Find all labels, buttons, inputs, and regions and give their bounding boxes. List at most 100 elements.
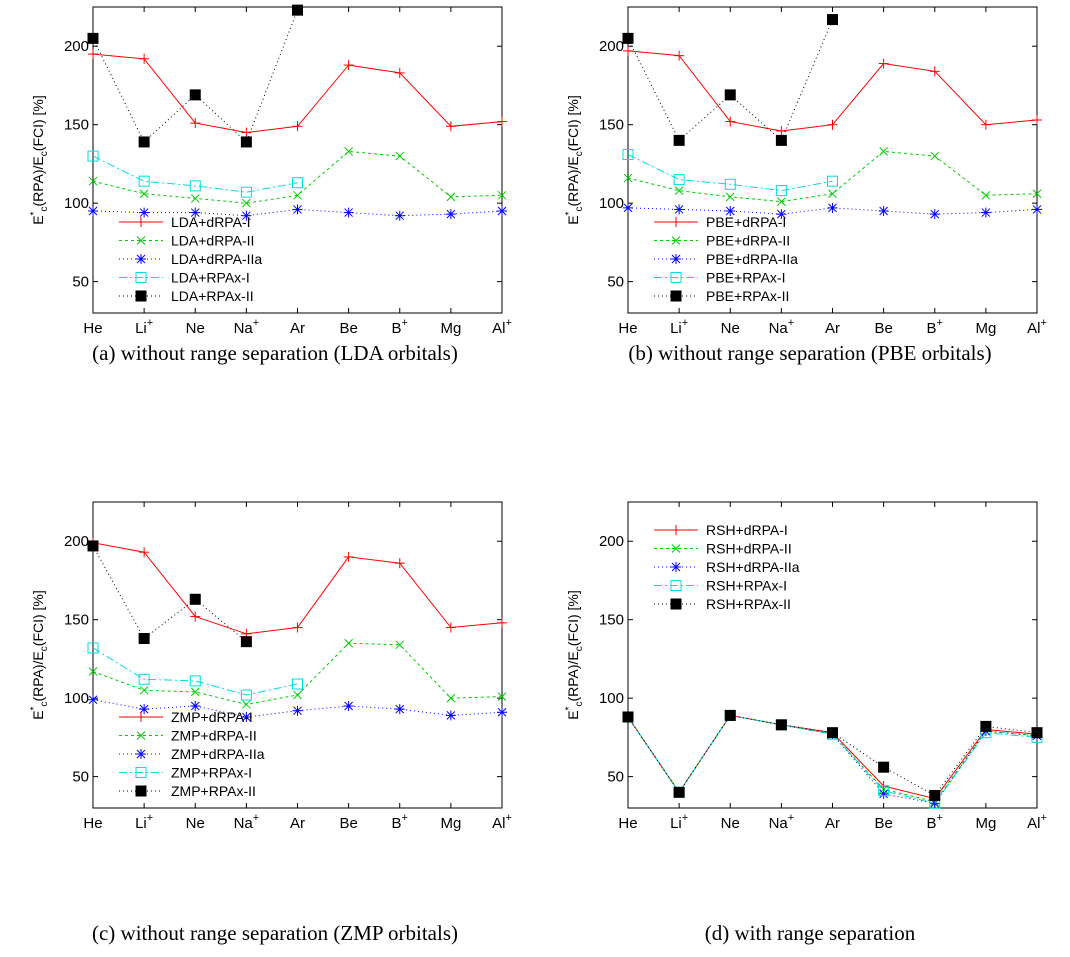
- y-axis-label: E*c(RPA)/Ec(FCI) [%]: [564, 590, 585, 720]
- data-point-lda-rpax-i-he: [87, 150, 99, 162]
- legend-label-rsh-rpax-ii: RSH+RPAx-II: [706, 596, 791, 612]
- x-tick-label-he: He: [83, 320, 102, 337]
- plot-frame: [627, 501, 1038, 809]
- data-point-zmp-drpa-i-be: [343, 551, 354, 562]
- data-point-rsh-rpax-ii-al: [1031, 727, 1043, 739]
- data-point-lda-drpa-i-li: [139, 53, 150, 64]
- data-point-pbe-drpa-i-na: [776, 125, 787, 136]
- data-point-lda-drpa-i-be: [343, 60, 354, 71]
- y-tick-label-50: 50: [72, 769, 89, 786]
- x-tick-label-he: He: [618, 815, 637, 832]
- series-lda-drpa-i: [88, 49, 507, 138]
- y-tick-label-200: 200: [599, 38, 624, 55]
- data-point-lda-drpa-iia-al: [497, 206, 507, 216]
- data-point-lda-drpa-i-ne: [190, 118, 201, 129]
- data-point-pbe-drpa-ii-he: [623, 173, 633, 183]
- data-point-rsh-rpax-ii-ne: [724, 709, 736, 721]
- legend-label-rsh-drpa-ii: RSH+dRPA-II: [706, 541, 792, 557]
- x-tick-label-mg: Mg: [975, 320, 996, 337]
- data-point-pbe-drpa-ii-mg: [981, 190, 991, 200]
- legend-item-zmp-drpa-ii: ZMP+dRPA-II: [119, 728, 257, 744]
- legend-label-pbe-drpa-ii: PBE+dRPA-II: [706, 233, 790, 249]
- data-point-pbe-drpa-i-mg: [980, 119, 991, 130]
- legend-label-pbe-drpa-i: PBE+dRPA-I: [706, 214, 786, 230]
- x-tick-label-li: Li+: [135, 812, 153, 832]
- plot-frame: [92, 6, 503, 314]
- legend-item-lda-drpa-iia: LDA+dRPA-IIa: [119, 251, 262, 267]
- x-tick-label-mg: Mg: [440, 320, 461, 337]
- data-point-zmp-drpa-i-ne: [190, 611, 201, 622]
- data-point-zmp-drpa-ii-mg: [446, 693, 456, 703]
- legend-marker: [671, 217, 681, 227]
- legend-item-pbe-drpa-ii: PBE+dRPA-II: [654, 233, 790, 249]
- legend-marker: [671, 236, 681, 245]
- legend-marker: [136, 236, 146, 245]
- series-lda-rpax-i: [87, 150, 303, 198]
- legend-label-rsh-drpa-iia: RSH+dRPA-IIa: [706, 559, 800, 575]
- data-point-pbe-rpax-ii-he: [622, 32, 634, 44]
- data-point-pbe-rpax-i-he: [622, 149, 634, 161]
- y-tick-label-100: 100: [64, 690, 89, 707]
- legend-item-rsh-rpax-i: RSH+RPAx-I: [654, 578, 787, 594]
- y-tick-label-150: 150: [599, 117, 624, 134]
- series-line-lda-drpa-iia: [93, 208, 502, 217]
- data-point-pbe-drpa-i-li: [674, 50, 685, 61]
- data-point-pbe-drpa-i-ar: [827, 119, 838, 130]
- caption-c: (c) without range separation (ZMP orbita…: [91, 921, 459, 945]
- data-point-zmp-drpa-iia-b: [394, 704, 405, 715]
- caption-d: (d) with range separation: [704, 921, 916, 945]
- data-point-lda-drpa-ii-al: [497, 190, 507, 200]
- data-point-rsh-rpax-ii-be: [878, 761, 890, 773]
- series-zmp-rpax-i: [87, 642, 303, 701]
- data-point-lda-drpa-iia-mg: [445, 209, 456, 220]
- data-point-rsh-rpax-ii-b: [929, 789, 941, 801]
- legend-item-zmp-rpax-ii: ZMP+RPAx-II: [119, 783, 256, 799]
- legend-label-lda-drpa-ii: LDA+dRPA-II: [171, 233, 254, 249]
- data-point-pbe-rpax-ii-ne: [724, 89, 736, 101]
- x-tick-label-al: Al+: [492, 812, 512, 832]
- series-line-pbe-drpa-iia: [628, 207, 1037, 215]
- series-line-zmp-rpax-ii: [93, 545, 247, 643]
- x-tick-label-he: He: [618, 320, 637, 337]
- series-zmp-drpa-i: [88, 537, 507, 639]
- data-point-lda-drpa-i-ar: [292, 121, 303, 132]
- data-point-zmp-drpa-iia-li: [139, 704, 150, 715]
- data-point-lda-drpa-ii-be: [344, 147, 353, 156]
- legend: ZMP+dRPA-I ZMP+dRPA-II ZMP+dRPA-IIa ZMP+RPA…: [119, 709, 265, 799]
- data-point-pbe-drpa-ii-li: [674, 186, 684, 195]
- y-axis-label: E*c(RPA)/Ec(FCI) [%]: [29, 590, 50, 720]
- x-tick-label-be: Be: [339, 815, 357, 832]
- data-point-lda-rpax-ii-he: [87, 32, 99, 44]
- x-tick-label-ar: Ar: [825, 815, 840, 832]
- x-tick-label-ar: Ar: [290, 320, 305, 337]
- data-point-zmp-drpa-iia-be: [343, 701, 354, 711]
- chart-panel-b: 50 100 150 200 He Li+ Ne Na+ Ar Be B+ Mg Al+ E*c(RPA)…: [564, 6, 1047, 337]
- legend-label-zmp-drpa-iia: ZMP+dRPA-IIa: [171, 746, 265, 762]
- data-point-rsh-drpa-iia-be: [878, 788, 889, 799]
- y-axis-label: E*c(RPA)/Ec(FCI) [%]: [564, 95, 585, 225]
- chart-panel-a: 50 100 150 200 He Li+ Ne Na+ Ar Be B+ Mg Al+ E*c(RPA)…: [29, 4, 512, 337]
- caption-b: (b) without range separation (PBE orbita…: [628, 341, 992, 365]
- x-tick-label-li: Li+: [135, 317, 153, 337]
- data-point-pbe-drpa-iia-b: [929, 209, 940, 220]
- data-point-pbe-drpa-ii-ne: [725, 192, 735, 202]
- data-point-lda-rpax-ii-na: [240, 136, 252, 148]
- data-point-pbe-drpa-i-b: [929, 66, 940, 77]
- data-point-zmp-drpa-ii-he: [88, 667, 98, 676]
- y-tick-label-50: 50: [607, 769, 624, 786]
- series-line-pbe-rpax-ii: [628, 19, 833, 142]
- data-point-lda-rpax-i-na: [240, 186, 252, 198]
- legend-marker: [670, 580, 682, 591]
- data-point-rsh-rpax-ii-li: [673, 786, 685, 798]
- data-point-pbe-rpax-i-na: [775, 185, 787, 197]
- data-point-lda-drpa-i-al: [497, 116, 507, 127]
- legend-item-rsh-drpa-ii: RSH+dRPA-II: [654, 541, 792, 557]
- y-tick-label-100: 100: [64, 195, 89, 212]
- series-line-zmp-rpax-i: [93, 647, 298, 696]
- series-line-lda-drpa-i: [93, 53, 502, 134]
- data-point-lda-drpa-ii-he: [88, 176, 98, 186]
- legend-label-rsh-drpa-i: RSH+dRPA-I: [706, 522, 788, 538]
- data-point-pbe-rpax-ii-na: [775, 134, 787, 146]
- x-tick-label-b: B+: [392, 812, 408, 832]
- series-pbe-drpa-iia: [623, 202, 1042, 220]
